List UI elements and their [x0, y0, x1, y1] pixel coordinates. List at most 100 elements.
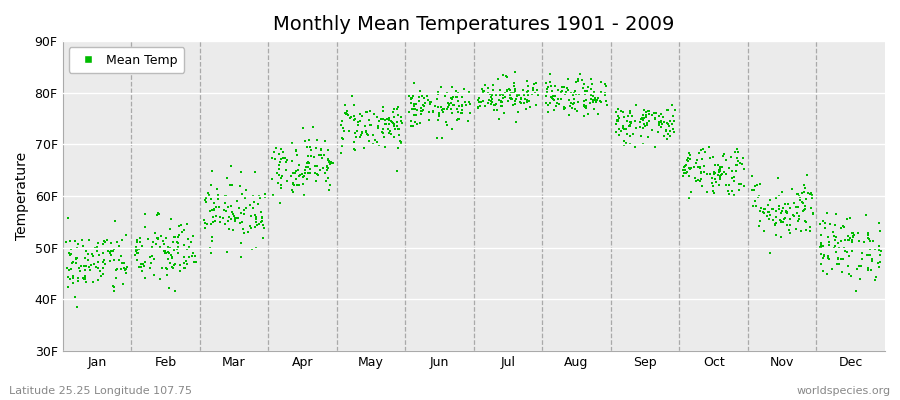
Point [541, 83, 555, 90]
Point [577, 113, 591, 120]
Point [166, 262, 181, 268]
Point [320, 162, 335, 169]
Point [338, 102, 352, 109]
Point [594, 89, 608, 95]
Point [104, 240, 118, 246]
Point [508, 98, 522, 104]
Point [248, 212, 262, 218]
Point [829, 211, 843, 218]
Point [622, 133, 636, 139]
Point [237, 210, 251, 217]
Point [279, 159, 293, 166]
Point [103, 258, 117, 264]
Point [203, 182, 218, 189]
Point [822, 256, 836, 262]
Point [719, 157, 733, 163]
Point [706, 187, 721, 194]
Point [663, 128, 678, 134]
Point [571, 76, 585, 82]
Point [393, 118, 408, 124]
Point [769, 232, 783, 238]
Point [208, 218, 222, 225]
Point [639, 109, 653, 116]
Point [476, 98, 491, 104]
Point [554, 89, 568, 96]
Point [503, 86, 517, 93]
Point [249, 245, 264, 251]
Point [303, 170, 318, 176]
Point [598, 89, 613, 96]
Point [872, 264, 886, 270]
Point [648, 110, 662, 116]
Point [508, 69, 522, 76]
Point [682, 156, 697, 162]
Point [336, 136, 350, 142]
Point [255, 215, 269, 221]
Point [748, 198, 762, 204]
Point [272, 165, 286, 172]
Point [95, 241, 110, 247]
Point [527, 90, 542, 96]
Point [159, 234, 174, 241]
Point [562, 103, 577, 109]
Point [382, 117, 396, 123]
Point [838, 236, 852, 243]
Point [516, 87, 530, 94]
Point [796, 208, 810, 214]
Point [95, 249, 110, 256]
Point [109, 274, 123, 281]
Point [557, 104, 572, 111]
Point [580, 111, 595, 118]
Point [72, 265, 86, 271]
Point [627, 144, 642, 150]
Point [61, 267, 76, 274]
Point [619, 130, 634, 137]
Point [485, 92, 500, 98]
Point [804, 204, 818, 211]
Point [707, 176, 722, 182]
Point [197, 225, 211, 231]
Point [370, 114, 384, 120]
Point [145, 253, 159, 259]
Point [652, 113, 666, 119]
Point [581, 84, 596, 90]
Point [838, 248, 852, 254]
Point [842, 253, 856, 259]
Point [476, 89, 491, 95]
Point [445, 96, 459, 103]
Point [665, 112, 680, 119]
Point [735, 155, 750, 161]
Point [149, 212, 164, 218]
Point [571, 98, 585, 105]
Point [265, 155, 279, 162]
Point [684, 165, 698, 172]
Point [694, 169, 708, 175]
Point [142, 265, 157, 271]
Point [588, 97, 602, 103]
Point [482, 97, 497, 104]
Point [503, 94, 517, 101]
Point [70, 254, 85, 261]
Point [689, 160, 704, 166]
Point [394, 140, 409, 146]
Point [251, 200, 266, 207]
Point [198, 197, 212, 204]
Point [232, 183, 247, 190]
Point [598, 91, 612, 98]
Point [683, 166, 698, 172]
Point [694, 176, 708, 183]
Point [198, 220, 212, 226]
Point [747, 187, 761, 194]
Point [441, 104, 455, 111]
Point [776, 219, 790, 226]
Point [678, 167, 692, 174]
Point [852, 238, 867, 244]
Point [343, 115, 357, 121]
Point [576, 98, 590, 105]
Point [156, 238, 170, 244]
Point [840, 249, 854, 255]
Point [612, 132, 626, 138]
Point [255, 218, 269, 224]
Point [436, 106, 450, 112]
Point [798, 196, 813, 202]
